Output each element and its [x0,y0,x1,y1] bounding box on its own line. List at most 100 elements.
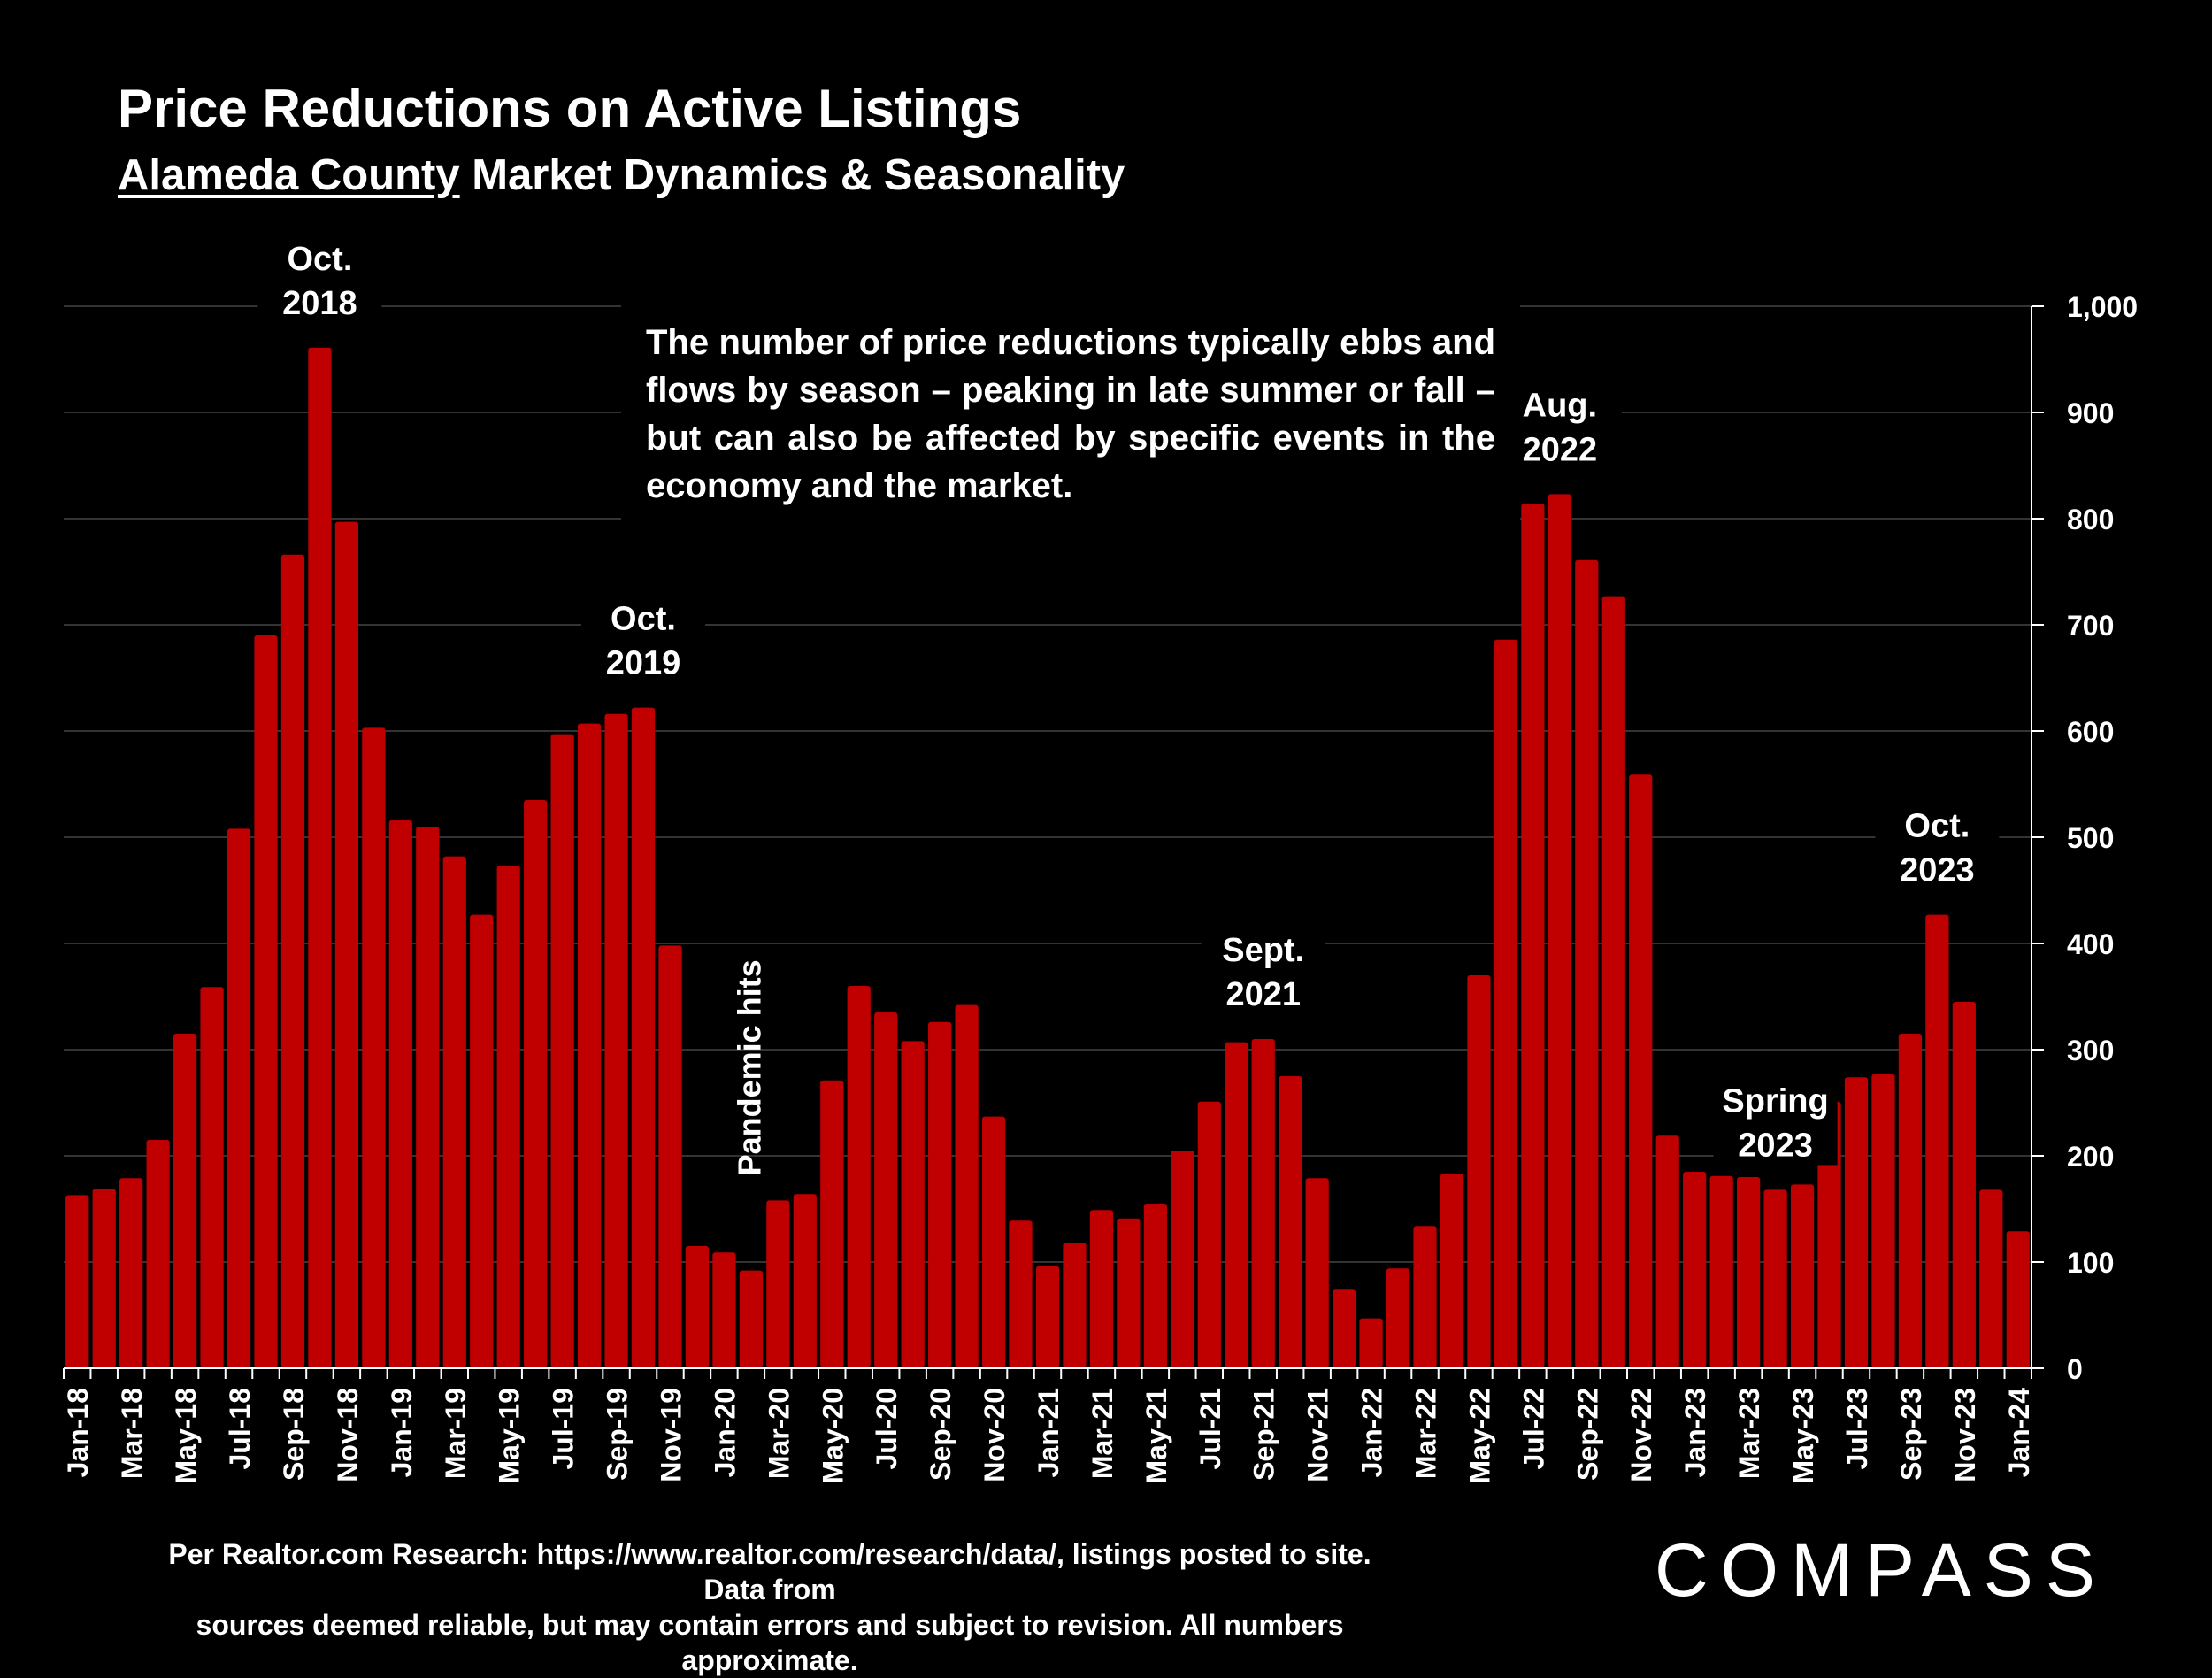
x-tick-label: May-21 [1141,1388,1172,1484]
bar-Feb-18 [92,1189,116,1368]
bar-Sep-22 [1575,559,1599,1368]
bar-Jul-22 [1521,504,1545,1368]
source-line-1: Per Realtor.com Research: https://www.re… [168,1538,1371,1605]
subtitle-county: Alameda County [118,151,460,199]
bar-Dec-21 [1333,1289,1356,1368]
bar-Sep-21 [1251,1039,1275,1368]
bar-Aug-21 [1225,1042,1248,1368]
annotation-label: Aug. [1523,387,1597,424]
bar-Apr-18 [146,1140,170,1368]
explanation-text-box: The number of price reductions typically… [621,303,1520,526]
bar-Mar-20 [766,1200,790,1368]
annotation-label: 2023 [1738,1127,1813,1164]
chart-annotations: Oct. 2018 Oct. 2019 Pandemic hits Sept. 2021 Au… [257,227,2000,1175]
bar-series [65,347,2030,1368]
bar-Dec-20 [1009,1220,1033,1368]
x-tick-label: Mar-18 [116,1388,148,1479]
x-tick-label: May-23 [1787,1388,1819,1484]
bar-Oct-21 [1279,1076,1302,1368]
bar-Dec-22 [1655,1135,1679,1368]
bar-Sep-20 [928,1021,952,1368]
bar-Jan-23 [1683,1172,1707,1368]
bar-Nov-18 [334,521,358,1368]
bar-Jun-20 [847,986,871,1368]
bar-Mar-22 [1413,1226,1437,1368]
y-tick-label: 400 [2067,928,2114,960]
annotation-label: 2022 [1523,431,1598,468]
x-tick-label: Jan-22 [1356,1388,1388,1477]
chart-title: Price Reductions on Active Listings [118,79,1022,138]
bar-Feb-23 [1709,1175,1733,1368]
annotation-bg [1875,794,2000,890]
y-tick-labels: 0 100 200 300 400 500 600 700 800 900 1,000 [2032,291,2138,1385]
x-tick-label: Sep-21 [1248,1388,1280,1481]
x-tick-label: Jan-23 [1679,1388,1711,1477]
x-tick-label: Jul-22 [1517,1388,1549,1469]
x-tick-label: Jul-19 [548,1388,580,1469]
bar-Nov-21 [1305,1178,1329,1368]
source-note: Per Realtor.com Research: https://www.re… [142,1536,1398,1678]
x-tick-label: May-22 [1463,1388,1495,1484]
bar-Jul-18 [227,828,251,1368]
annotation-label: Spring [1722,1082,1828,1120]
bar-Feb-20 [739,1270,763,1368]
bar-Apr-19 [470,914,494,1368]
annotation-label: Pandemic hits [731,959,767,1175]
bar-May-18 [173,1034,197,1368]
bar-Jul-21 [1197,1101,1221,1368]
bar-Aug-22 [1548,494,1571,1368]
x-tick-label: Sep-18 [278,1388,310,1481]
annotation-label: Oct. [611,601,676,638]
bar-Jan-20 [712,1252,736,1368]
x-tick-labels: Jan-18 Mar-18 May-18 Jul-18 Sep-18 Nov-18 Jan-… [62,1388,2035,1484]
x-tick-label: Jan-24 [2003,1388,2035,1478]
bar-May-19 [496,866,520,1368]
bar-Nov-22 [1629,774,1653,1368]
bar-Apr-20 [793,1194,817,1368]
annotation-bg [581,587,706,683]
bar-Aug-18 [254,635,278,1368]
bar-Jun-18 [200,987,224,1368]
bar-Aug-23 [1871,1074,1895,1368]
bar-Jan-19 [388,820,412,1368]
bar-Sep-18 [280,554,305,1368]
subtitle-rest: Market Dynamics & Seasonality [459,151,1125,199]
bar-Jun-21 [1171,1151,1194,1368]
x-tick-label: Sep-20 [925,1388,956,1481]
y-tick-label: 900 [2067,397,2114,429]
x-tick-label: Sep-22 [1571,1388,1603,1481]
chart-subtitle: Alameda County Market Dynamics & Seasona… [118,150,1125,200]
y-tick-label: 800 [2067,504,2114,535]
x-tick-label: Nov-18 [332,1388,364,1482]
x-tick-label: Mar-20 [763,1388,795,1479]
annotation-label: Oct. [287,241,352,278]
y-tick-label: 100 [2067,1247,2114,1279]
bar-Dec-18 [362,727,386,1368]
bar-May-22 [1467,975,1491,1368]
bar-Mar-21 [1089,1210,1114,1368]
x-tick-label: Nov-19 [655,1388,687,1482]
bar-Feb-19 [416,827,440,1368]
bar-Oct-20 [955,1004,979,1368]
bar-Jul-23 [1844,1077,1869,1368]
x-tick-label: May-20 [817,1388,849,1484]
x-tick-label: Jul-18 [224,1388,256,1469]
x-tick-label: Mar-22 [1410,1388,1442,1479]
x-tick-label: May-18 [170,1388,202,1484]
annotation-label: 2021 [1225,976,1301,1013]
bar-Jun-22 [1494,639,1518,1368]
bar-May-23 [1790,1184,1815,1368]
annotation-label: 2019 [606,645,681,682]
bar-Aug-20 [901,1041,925,1368]
y-tick-label: 600 [2067,716,2114,748]
bar-Feb-22 [1386,1268,1410,1368]
y-tick-label: 1,000 [2067,291,2138,323]
bar-Jul-19 [550,734,574,1368]
bar-Nov-23 [1952,1002,1976,1368]
x-tick-label: Jul-21 [1194,1388,1226,1469]
bar-Oct-23 [1925,914,1949,1368]
x-tick-label: Mar-23 [1733,1388,1765,1479]
bar-Jan-21 [1035,1266,1060,1368]
x-tick-label: Jan-18 [62,1388,94,1477]
bar-Jul-20 [874,1012,898,1368]
